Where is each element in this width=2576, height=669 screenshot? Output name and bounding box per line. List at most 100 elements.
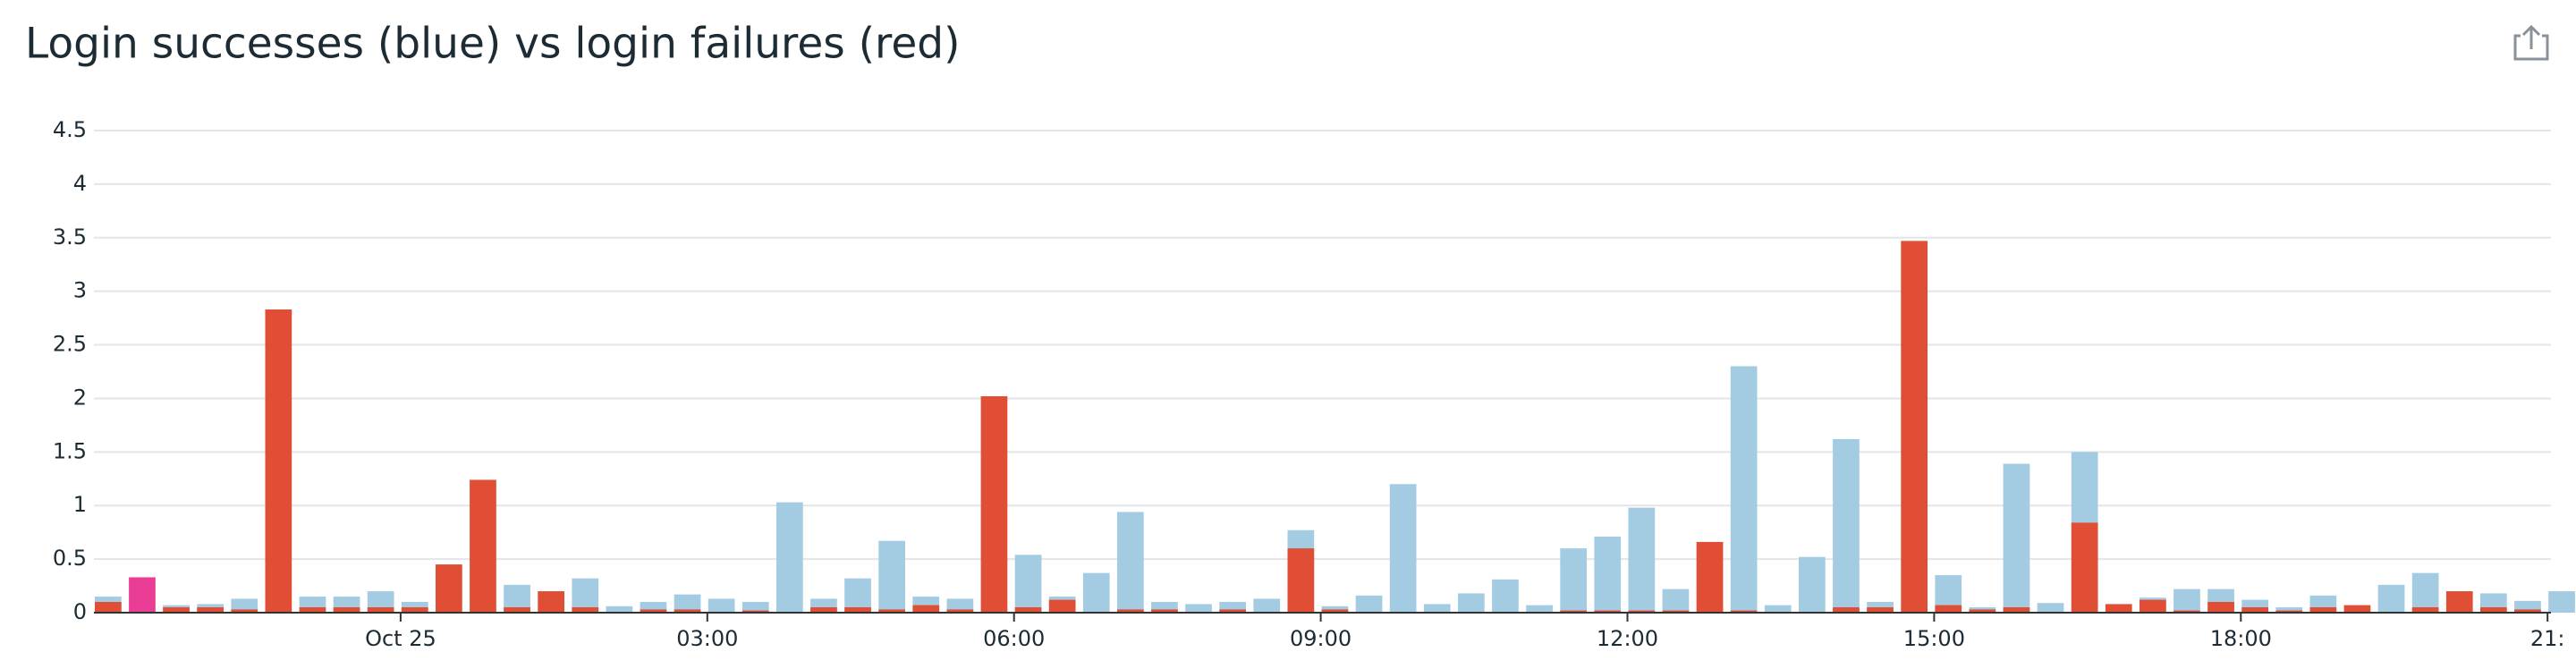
bar [1764, 605, 1792, 613]
bar [741, 610, 769, 613]
y-tick-label: 3.5 [53, 224, 87, 250]
bar [1355, 595, 1383, 613]
bar [2071, 522, 2098, 613]
bar [844, 578, 871, 613]
x-tick-label: 18:00 [2210, 626, 2272, 651]
bar [2275, 610, 2303, 613]
bar [1185, 604, 1212, 613]
bar [1696, 541, 1724, 613]
x-tick-label: 21: [2530, 626, 2565, 651]
bar [878, 540, 906, 613]
bar [163, 607, 190, 613]
bar [401, 607, 428, 613]
share-arrow [2521, 24, 2541, 49]
bar [197, 607, 225, 613]
bar [2479, 607, 2507, 613]
share-icon[interactable] [2513, 24, 2549, 61]
bar [1389, 484, 1417, 613]
bar [2514, 609, 2541, 613]
y-tick-label: 2 [73, 385, 87, 410]
bar [1730, 366, 1758, 613]
bar [1287, 548, 1315, 613]
bar [1526, 605, 1553, 613]
bar [810, 607, 837, 613]
bar [1116, 609, 1144, 613]
bar [674, 594, 701, 613]
bar [1423, 604, 1451, 613]
bar [231, 609, 258, 613]
bar [1560, 548, 1588, 613]
bar [1730, 610, 1758, 613]
bar [1492, 579, 1519, 613]
bar [333, 607, 360, 613]
bar [2275, 607, 2303, 613]
x-tick-label: Oct 25 [365, 626, 436, 651]
bar [1560, 610, 1588, 613]
chart-title: Login successes (blue) vs login failures… [25, 20, 960, 69]
bar [470, 479, 496, 613]
bar [640, 609, 667, 613]
bar [2139, 599, 2166, 613]
bar [2377, 584, 2405, 613]
y-tick-label: 1 [73, 492, 87, 517]
bar [2105, 604, 2132, 613]
bar [1321, 609, 1349, 613]
bar [435, 564, 462, 613]
bar [1151, 602, 1178, 613]
bar [946, 598, 974, 613]
bar [129, 577, 156, 613]
bar [946, 609, 974, 613]
bar [708, 598, 735, 613]
bar [2548, 591, 2575, 613]
bar [2411, 607, 2439, 613]
x-tick-label: 09:00 [1290, 626, 1352, 651]
y-tick-label: 0.5 [53, 546, 87, 571]
bar [2411, 572, 2439, 613]
bar [2037, 603, 2064, 613]
bar [1253, 598, 1281, 613]
bar [2207, 602, 2234, 613]
bar [1219, 609, 1247, 613]
y-tick-label: 3 [73, 278, 87, 303]
bar [572, 578, 599, 613]
bar [980, 396, 1008, 613]
y-tick-label: 4 [73, 171, 87, 196]
bar [844, 607, 871, 613]
y-tick-label: 4.5 [53, 117, 87, 142]
y-tick-label: 0 [73, 599, 87, 624]
bar [2343, 605, 2371, 613]
y-tick-label: 2.5 [53, 332, 87, 357]
bar [775, 502, 803, 613]
bar [1628, 610, 1656, 613]
bar [2003, 607, 2030, 613]
bar [1935, 605, 1962, 613]
bar [1662, 589, 1690, 613]
share-box [2513, 34, 2549, 61]
bar [1048, 599, 1076, 613]
bar [878, 609, 906, 613]
x-tick-label: 15:00 [1903, 626, 1965, 651]
bar [367, 607, 394, 613]
bar [1798, 556, 1826, 613]
bar [504, 607, 530, 613]
bar [1116, 512, 1144, 613]
bar [1594, 610, 1622, 613]
x-tick-label: 12:00 [1597, 626, 1658, 651]
bar [2241, 607, 2269, 613]
bar [2174, 589, 2200, 613]
bar [2309, 607, 2337, 613]
bar [606, 605, 633, 613]
bar [1594, 536, 1622, 613]
bar [640, 602, 667, 613]
bar [741, 602, 769, 613]
bar [674, 609, 701, 613]
bar [2174, 610, 2200, 613]
bar [1082, 572, 1110, 613]
bar [1628, 507, 1656, 613]
bar [2003, 463, 2030, 613]
bar [1219, 602, 1247, 613]
bar [1969, 609, 1996, 613]
bar [95, 602, 122, 613]
bar [265, 309, 292, 613]
